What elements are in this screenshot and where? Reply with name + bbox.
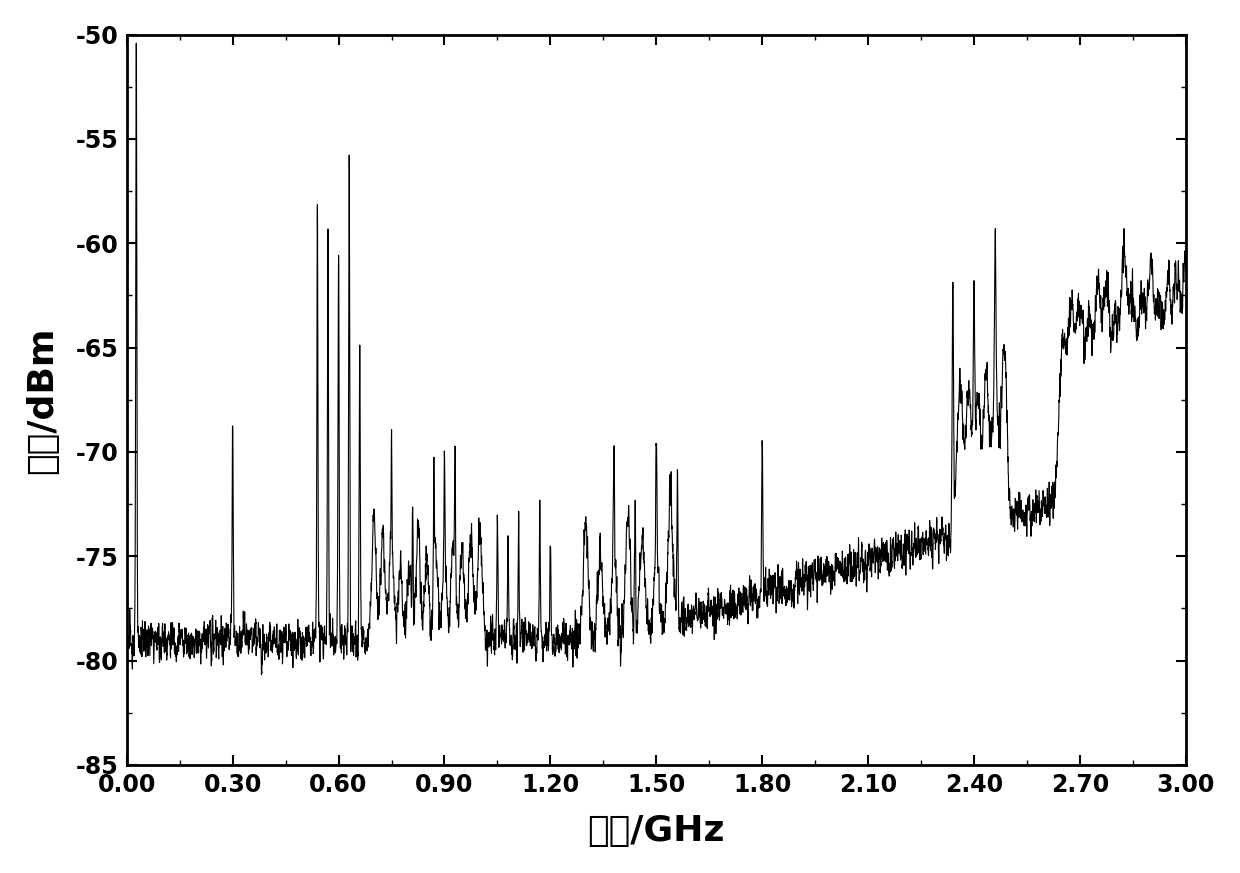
Y-axis label: 幅度/dBm: 幅度/dBm <box>25 326 60 473</box>
X-axis label: 频率/GHz: 频率/GHz <box>588 814 725 848</box>
